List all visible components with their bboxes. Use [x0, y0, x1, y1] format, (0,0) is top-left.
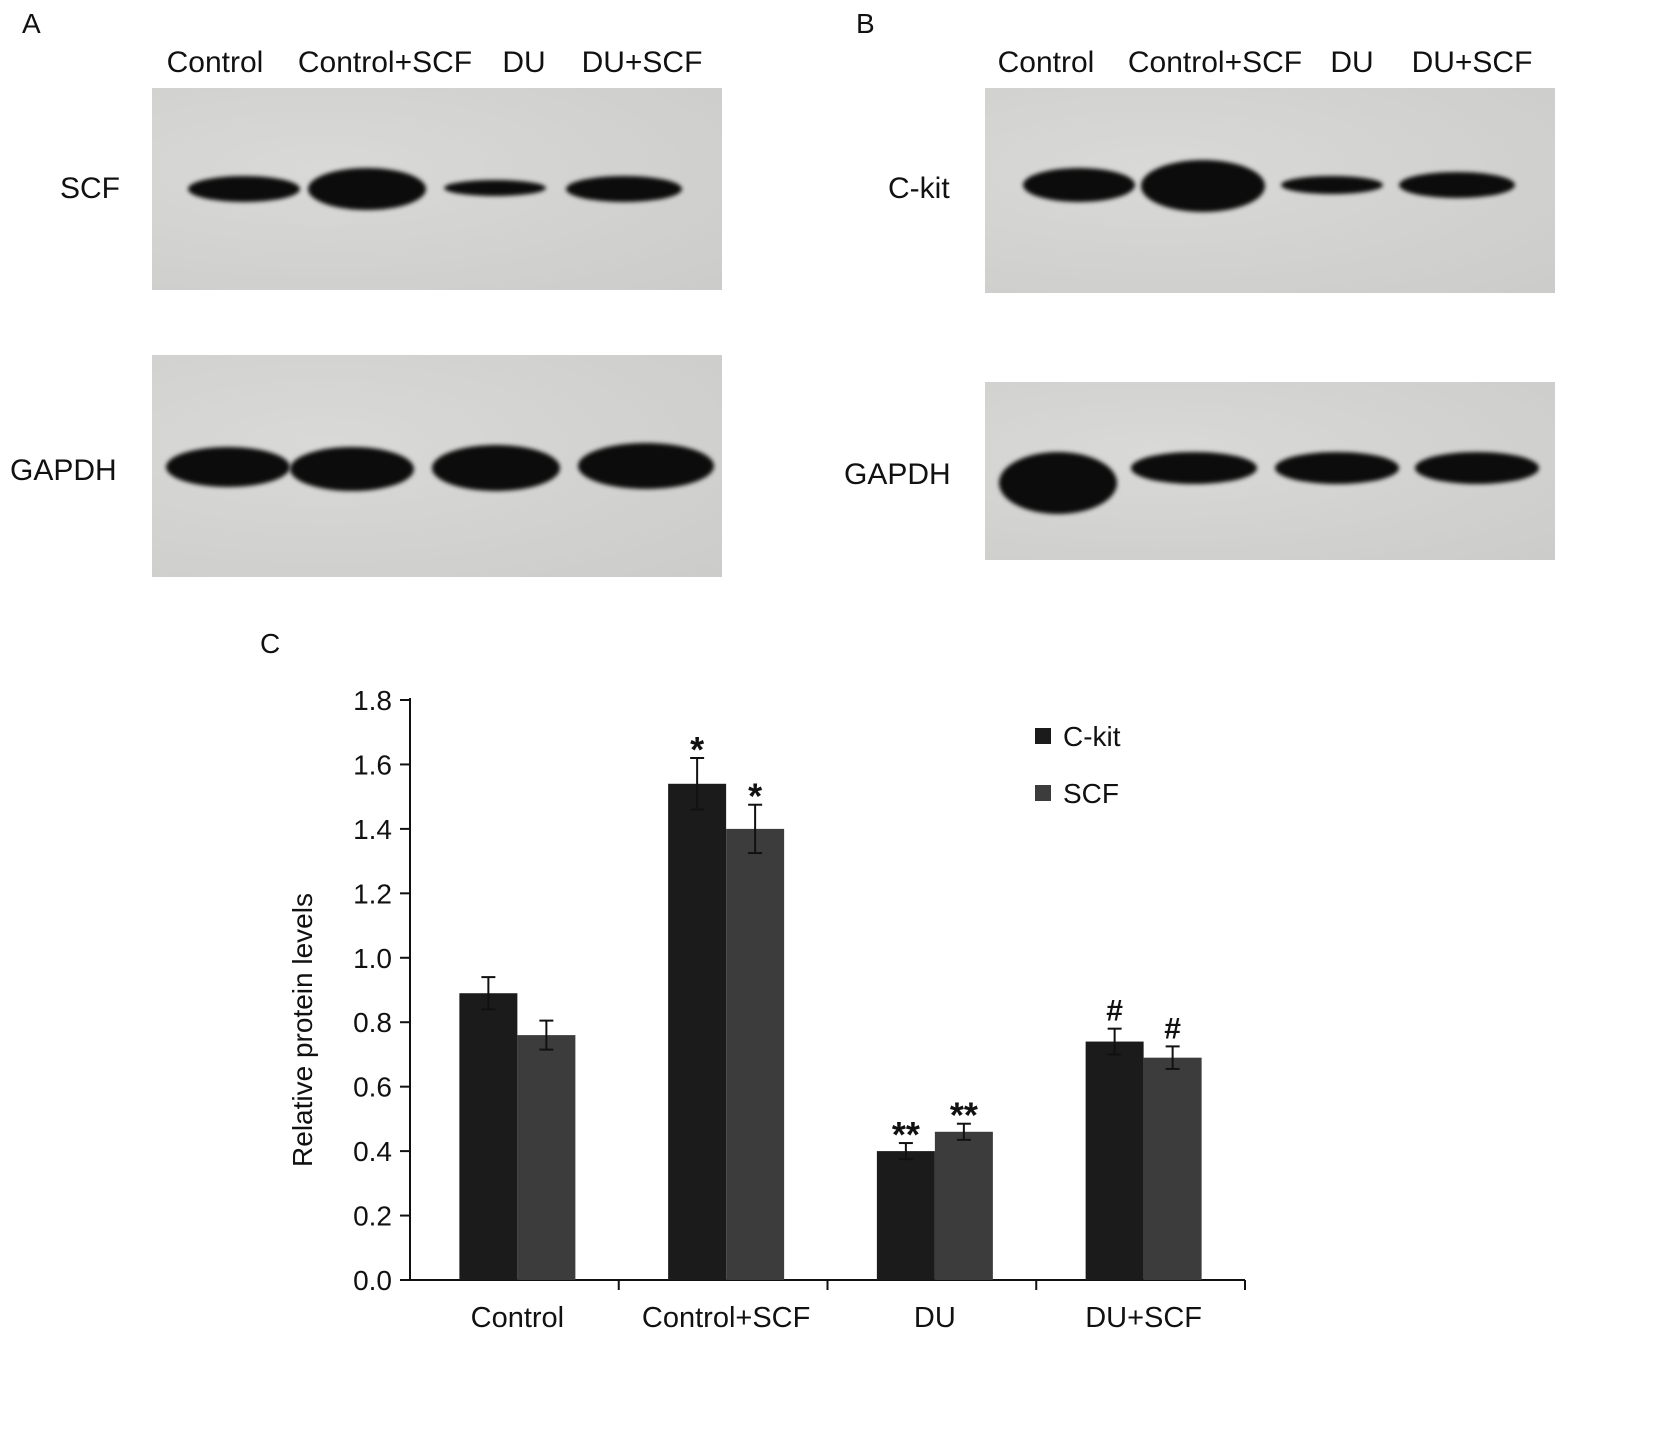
y-tick-label: 0.0	[353, 1265, 392, 1296]
blot-band	[1275, 452, 1399, 484]
panel-b-letter: B	[856, 8, 875, 39]
panel-b-lane-label: Control	[997, 46, 1095, 79]
y-tick-label: 1.8	[353, 685, 392, 716]
bar-scf	[517, 1035, 576, 1280]
blot-band	[166, 447, 290, 487]
y-tick-label: 1.0	[353, 943, 392, 974]
panel-b-row-label: C-kit	[888, 172, 950, 205]
bar-scf	[934, 1131, 993, 1280]
panel-a-scf-blot	[152, 88, 722, 290]
panel-a-row-label: SCF	[60, 172, 120, 205]
blot-band	[444, 180, 546, 196]
x-tick-label: Control+SCF	[642, 1302, 810, 1334]
y-tick-label: 1.2	[353, 878, 392, 909]
bar-c-kit	[459, 993, 518, 1280]
significance-marker: *	[690, 729, 704, 770]
blot-band	[290, 447, 414, 491]
panel-a-row-label: GAPDH	[10, 454, 117, 487]
x-tick-label: DU	[914, 1302, 956, 1334]
significance-marker: *	[748, 776, 762, 817]
y-tick-label: 0.8	[353, 1007, 392, 1038]
panel-a-lane-label: Control+SCF	[297, 46, 473, 79]
panel-a-letter: A	[22, 8, 41, 39]
blot-band	[1415, 452, 1539, 484]
blot-band	[566, 176, 682, 202]
panel-b-ckit-blot	[985, 88, 1555, 293]
blot-band	[1141, 160, 1265, 212]
bar-scf	[726, 828, 785, 1280]
y-tick-label: 1.4	[353, 814, 392, 845]
blot-band	[1399, 172, 1515, 198]
y-tick-label: 1.6	[353, 749, 392, 780]
panel-b-lane-label: DU	[1330, 46, 1374, 79]
panel-a-gapdh-blot	[152, 355, 722, 577]
blot-band	[188, 176, 300, 202]
panel-b-gapdh-blot	[985, 382, 1555, 560]
significance-marker: **	[950, 1095, 978, 1136]
significance-marker: #	[1164, 1012, 1181, 1045]
y-axis-title: Relative protein levels	[287, 893, 318, 1167]
panel-a-lane-label: Control	[166, 46, 264, 79]
panel-c-letter: C	[260, 628, 281, 659]
bar-c-kit	[1085, 1041, 1144, 1280]
legend-swatch	[1035, 728, 1051, 744]
x-tick-label: Control	[471, 1302, 565, 1334]
panel-a-lane-label: DU+SCF	[581, 46, 703, 79]
legend-swatch	[1035, 785, 1051, 801]
blot-band	[1131, 452, 1257, 484]
legend-label: SCF	[1063, 778, 1119, 809]
blot-band	[999, 452, 1117, 514]
blot-band	[1023, 168, 1135, 202]
blot-band	[578, 443, 714, 489]
y-tick-label: 0.6	[353, 1072, 392, 1103]
x-tick-label: DU+SCF	[1085, 1302, 1202, 1334]
blot-band	[1281, 176, 1383, 194]
legend-label: C-kit	[1063, 721, 1121, 752]
panel-b-lane-label: Control+SCF	[1127, 46, 1303, 79]
panel-a-lane-label: DU	[502, 46, 546, 79]
panel-b-row-label: GAPDH	[844, 458, 951, 491]
bar-c-kit	[668, 783, 727, 1280]
bar-c-kit	[876, 1151, 935, 1280]
bar-scf	[1143, 1057, 1202, 1280]
blot-band	[308, 168, 426, 210]
significance-marker: #	[1106, 995, 1123, 1028]
y-tick-label: 0.2	[353, 1201, 392, 1232]
y-tick-label: 0.4	[353, 1136, 392, 1167]
significance-marker: **	[892, 1114, 920, 1155]
panel-b-lane-label: DU+SCF	[1411, 46, 1533, 79]
blot-band	[432, 445, 560, 491]
